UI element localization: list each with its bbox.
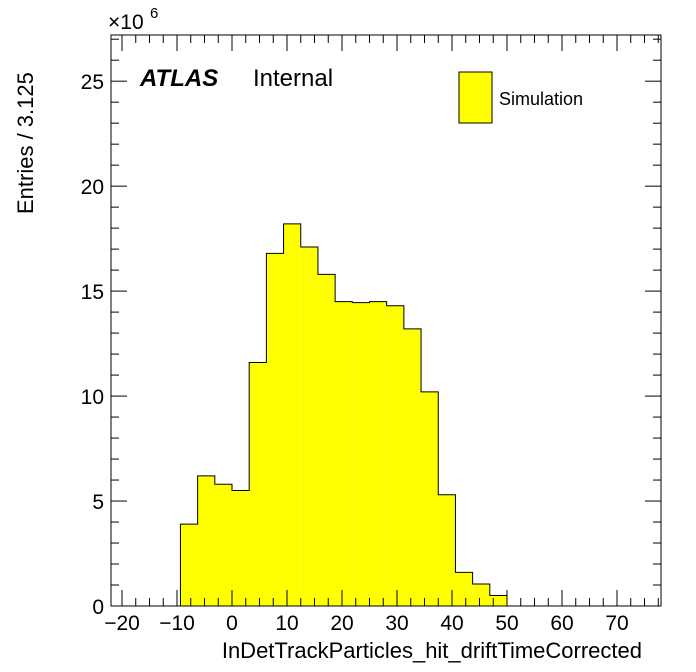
x-tick-label: −10 (159, 612, 195, 635)
histogram-bar (197, 475, 215, 606)
histogram-bar (232, 490, 250, 606)
y-tick-label: 0 (92, 596, 104, 619)
histogram-bar (317, 274, 336, 606)
histogram-bar (386, 305, 404, 606)
histogram-bar (438, 494, 456, 606)
x-tick-label: 50 (495, 612, 518, 635)
y-tick-label: 15 (81, 281, 104, 304)
histogram-bar (249, 362, 267, 606)
histogram-bar (214, 484, 232, 606)
x-tick-label: 40 (440, 612, 463, 635)
histogram-bar (266, 253, 284, 606)
x-tick-label: 70 (605, 612, 628, 635)
histogram-bar (421, 391, 439, 606)
y-axis-title: Entries / 3.125 (13, 72, 38, 214)
legend-swatch-simulation (458, 71, 493, 124)
histogram-bar (335, 301, 353, 606)
legend-label-simulation: Simulation (499, 89, 583, 109)
internal-label: Internal (253, 65, 333, 92)
histogram-bars (179, 223, 508, 606)
x-tick-label: 30 (385, 612, 408, 635)
y-tick-label: 5 (92, 491, 104, 514)
axis-ticks (111, 35, 661, 607)
y-multiplier-label: ×10 (108, 11, 144, 34)
x-tick-label: 20 (330, 612, 353, 635)
histogram-bar (472, 583, 490, 606)
histogram-bar (352, 302, 370, 606)
histogram-bar (403, 328, 422, 606)
y-tick-label: 20 (81, 176, 104, 199)
tick-labels: −20 −10 0 10 20 30 40 50 60 70 0 5 10 15 20 25 (81, 71, 629, 635)
histogram-bar (283, 223, 301, 606)
x-tick-label: 10 (275, 612, 298, 635)
histogram-bar (489, 595, 507, 606)
histogram-outline (179, 223, 508, 606)
plot-frame (110, 34, 662, 607)
x-axis-title: InDetTrackParticles_hit_driftTimeCorrect… (222, 638, 642, 663)
y-multiplier-exponent: 6 (150, 5, 158, 22)
x-tick-label: 60 (550, 612, 573, 635)
histogram-bar (300, 247, 318, 606)
atlas-label: ATLAS (139, 65, 218, 92)
histogram-bar (180, 524, 198, 606)
y-tick-label: 25 (81, 71, 104, 94)
x-tick-label: 0 (226, 612, 238, 635)
histogram-bar (369, 301, 387, 606)
y-tick-label: 10 (81, 386, 104, 409)
histogram-bar (455, 572, 473, 606)
x-tick-label: −20 (104, 612, 140, 635)
